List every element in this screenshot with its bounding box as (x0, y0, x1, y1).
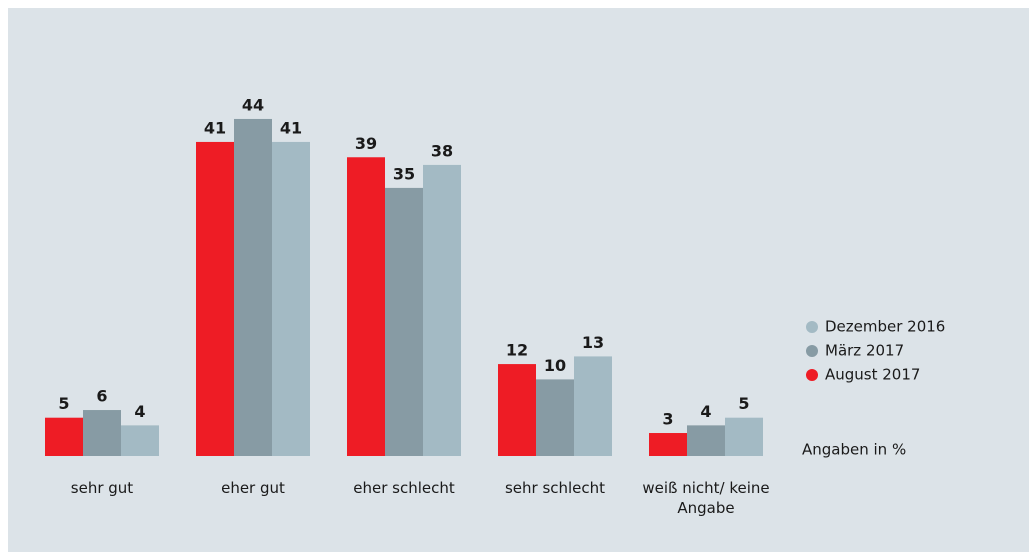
value-label: 4 (134, 402, 145, 421)
bar (196, 141, 234, 456)
background (8, 8, 1029, 552)
legend-label: März 2017 (825, 342, 904, 360)
legend-label: August 2017 (825, 366, 920, 384)
legend-marker (806, 345, 818, 357)
bar (121, 425, 159, 456)
value-label: 38 (431, 141, 453, 160)
x-tick-label: eher schlecht (353, 479, 455, 497)
bar (83, 410, 121, 456)
value-label: 10 (544, 356, 566, 375)
legend-marker (806, 321, 818, 333)
x-tick-label: sehr schlecht (504, 479, 606, 497)
bar (45, 417, 83, 456)
bar (649, 433, 687, 456)
value-label: 4 (700, 402, 711, 421)
bar (725, 417, 763, 456)
value-label: 5 (58, 394, 69, 413)
bar (272, 141, 310, 456)
value-label: 41 (204, 118, 226, 137)
value-label: 13 (582, 333, 604, 352)
legend-marker (806, 369, 818, 381)
bar (498, 364, 536, 456)
bar (574, 356, 612, 456)
bar (536, 379, 574, 456)
value-label: 35 (393, 164, 415, 183)
bar (385, 187, 423, 456)
legend-label: Dezember 2016 (825, 318, 945, 336)
bar (347, 157, 385, 456)
x-tick-label: eher gut (221, 479, 285, 497)
value-label: 44 (242, 95, 264, 114)
bar (423, 164, 461, 457)
value-label: 12 (506, 341, 528, 360)
value-label: 39 (355, 134, 377, 153)
value-label: 3 (662, 410, 673, 429)
x-tick-label: sehr gut (70, 479, 134, 497)
value-label: 6 (96, 387, 107, 406)
bar (234, 118, 272, 457)
note: Angaben in % (802, 441, 906, 459)
value-label: 41 (280, 118, 302, 137)
x-tick-label: weiß nicht/ keine Angabe (642, 479, 770, 517)
value-label: 5 (738, 394, 749, 413)
bar (687, 425, 725, 456)
